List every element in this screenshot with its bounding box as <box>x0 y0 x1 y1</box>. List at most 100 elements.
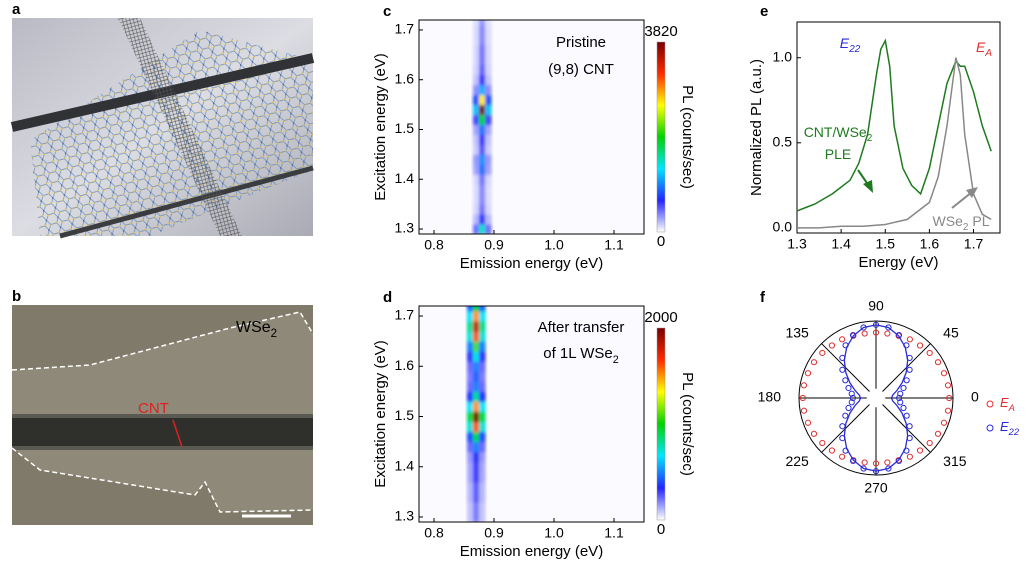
heat-cell <box>473 84 480 96</box>
data-point <box>906 336 913 343</box>
heat-cell <box>473 114 480 126</box>
heat-cell <box>473 24 480 36</box>
angle-label: 0 <box>971 389 979 405</box>
plot-bg <box>419 306 644 522</box>
text-part: After transfer <box>538 319 625 336</box>
heat-cell <box>473 134 480 145</box>
heat-cell <box>479 124 486 135</box>
colorbar <box>656 41 666 233</box>
subscript: 2 <box>963 222 969 233</box>
data-point <box>900 384 907 392</box>
heat-cell <box>473 321 480 332</box>
data-point <box>900 404 907 412</box>
data-point <box>842 412 849 419</box>
colorbar-tick-label: 2000 <box>644 309 677 326</box>
data-point <box>906 423 913 430</box>
data-point <box>885 465 892 472</box>
heat-cell <box>473 341 480 352</box>
heat-cell <box>479 144 486 155</box>
heat-cell <box>485 24 492 36</box>
heat-cell <box>473 351 480 362</box>
heat-cell <box>473 471 480 483</box>
angle-label: 45 <box>943 324 959 340</box>
data-point <box>849 457 857 465</box>
heat-cell <box>473 104 480 116</box>
x-tick-label: 0.9 <box>484 525 504 541</box>
plot-frame <box>796 21 1001 234</box>
annotation: EA <box>976 39 992 59</box>
heat-cell <box>467 311 474 322</box>
data-point <box>839 366 846 373</box>
text-part: (9,8) CNT <box>548 61 614 78</box>
legend-label: E22 <box>1000 419 1020 437</box>
heatmap-cells <box>473 20 492 234</box>
heat-cell <box>467 431 474 443</box>
heat-cell <box>473 124 480 135</box>
heat-cell <box>479 311 486 322</box>
x-axis-label: Energy (eV) <box>858 254 938 271</box>
panel-b-image <box>11 305 314 525</box>
panel-label: c <box>383 3 391 20</box>
data-point <box>944 382 952 389</box>
x-tick-label: 0.9 <box>484 237 504 253</box>
data-point <box>903 412 910 419</box>
heat-cell <box>479 491 486 503</box>
data-point <box>906 366 913 373</box>
annotation: E22 <box>840 35 861 55</box>
heat-cell <box>473 361 480 372</box>
heat-cell <box>467 481 474 493</box>
x-tick-label: 1.4 <box>831 236 851 252</box>
heat-cell <box>479 54 486 66</box>
heat-cell <box>473 491 480 503</box>
heat-cell <box>473 154 480 165</box>
heat-cell <box>467 391 474 402</box>
heat-cell <box>479 34 486 46</box>
heat-cell <box>467 491 474 503</box>
legend-marker <box>986 400 994 408</box>
heat-cell <box>485 94 492 106</box>
data-point <box>839 453 846 460</box>
x-tick-label: 1.5 <box>876 236 896 252</box>
y-axis-label: Excitation energy (eV) <box>372 53 389 201</box>
heat-cell <box>467 321 474 332</box>
x-axis-label: Emission energy (eV) <box>460 543 603 560</box>
heat-cell <box>485 74 492 86</box>
y-tick-label: 1.3 <box>395 220 415 236</box>
angle-label: 90 <box>868 298 884 314</box>
heat-cell <box>485 20 492 26</box>
data-point <box>916 447 924 454</box>
x-tick-label: 1.1 <box>604 525 624 541</box>
data-point <box>819 439 826 447</box>
heat-cell <box>479 471 486 483</box>
data-point <box>940 419 948 426</box>
heat-cell <box>479 351 486 362</box>
heat-cell <box>473 311 480 322</box>
heat-cell <box>485 114 492 126</box>
heat-cell <box>479 134 486 145</box>
data-point <box>842 342 849 349</box>
heat-cell <box>479 501 486 513</box>
heat-cell <box>473 194 480 205</box>
text-part: PL <box>968 213 989 229</box>
data-point <box>848 390 855 397</box>
angle-label: 180 <box>758 389 782 405</box>
x-axis-label: Emission energy (eV) <box>460 255 603 272</box>
heat-cell <box>473 184 480 195</box>
annotation: of 1L WSe2 <box>543 345 619 366</box>
heat-cell <box>485 104 492 116</box>
heat-cell <box>485 214 492 225</box>
data-point <box>861 459 868 466</box>
heat-cell <box>479 481 486 493</box>
heat-cell <box>479 114 486 126</box>
arrows <box>857 169 978 209</box>
y-tick-label: 0.5 <box>773 134 793 150</box>
line-series <box>797 57 992 229</box>
heat-cell <box>473 214 480 225</box>
data-point <box>903 377 910 384</box>
heat-cell <box>485 64 492 76</box>
subscript: 2 <box>613 354 619 366</box>
plot-bg <box>419 20 644 234</box>
annotation: Pristine <box>556 34 606 51</box>
angle-label: 315 <box>943 453 967 469</box>
plot-frame <box>418 19 645 235</box>
